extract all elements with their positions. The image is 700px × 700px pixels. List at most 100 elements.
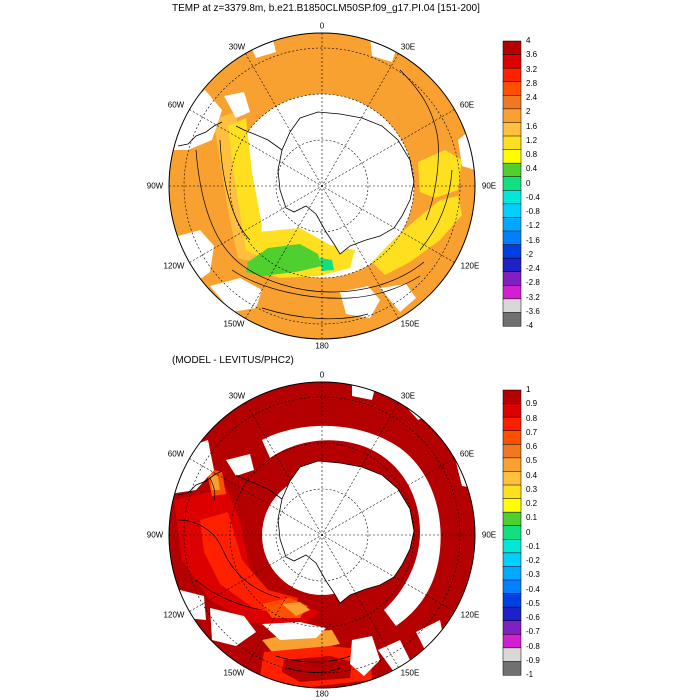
bottom-colorbar-tick-label: -0.5: [526, 598, 540, 608]
top-lon-label-150e: 150E: [400, 319, 420, 329]
top-colorbar-tick-label: -1.6: [526, 235, 540, 245]
top-colorbar-tick-label: 1.2: [526, 135, 538, 145]
top-colorbar-swatch: [502, 81, 522, 96]
bottom-colorbar-swatch: [502, 444, 522, 459]
top-lon-label-120e: 120E: [460, 261, 480, 271]
top-colorbar-tick-label: -0.8: [526, 207, 540, 216]
bottom-lon-label-150w: 150W: [223, 668, 245, 678]
bottom-lon-label-60e: 60E: [459, 449, 475, 459]
top-antarctica-coast: [277, 111, 415, 255]
bottom-colorbar-swatch: [502, 647, 522, 662]
bottom-colorbar-tick-label: 0.3: [526, 484, 538, 494]
top-colorbar-swatch: [502, 312, 522, 327]
bottom-colorbar-swatch: [502, 552, 522, 567]
bottom-lon-label-150e: 150E: [400, 668, 420, 678]
top-colorbar-swatch: [502, 298, 522, 313]
top-lon-label-90w: 90W: [146, 181, 164, 191]
top-colorbar-swatch: [502, 244, 522, 259]
bottom-colorbar-tick-label: -1: [526, 670, 534, 679]
bottom-lon-label-60w: 60W: [167, 449, 185, 459]
bottom-colorbar-swatch: [502, 579, 522, 595]
bottom-colorbar-swatch: [502, 620, 522, 635]
top-lon-label-0: 0: [319, 21, 325, 31]
top-colorbar-swatch: [502, 176, 522, 191]
top-colorbar-swatch: [502, 285, 522, 300]
top-lon-label-150w: 150W: [223, 319, 245, 329]
top-colorbar-swatch: [502, 135, 522, 151]
top-colorbar-tick-label: -3.6: [526, 306, 540, 316]
bottom-colorbar-tick-label: 0.5: [526, 456, 538, 466]
bottom-lon-label-30w: 30W: [228, 391, 246, 401]
top-map-border: [168, 32, 476, 340]
top-colorbar-swatch: [502, 149, 522, 164]
bottom-colorbar-swatch: [502, 511, 522, 527]
top-colorbar-tick-label: 2.8: [526, 78, 538, 88]
bottom-colorbar-swatch: [502, 416, 522, 432]
top-colorbar-tick-label: -2: [526, 249, 534, 259]
top-colorbar-tick-label: -3.2: [526, 292, 540, 302]
top-colorbar-tick-label: 3.6: [526, 50, 538, 60]
top-colorbar-swatch: [502, 203, 522, 218]
bottom-colorbar-swatch: [502, 403, 522, 418]
top-colorbar-tick-label: -4: [526, 321, 534, 330]
bottom-graticule: [169, 382, 475, 688]
top-colorbar-tick-label: 2.4: [526, 93, 538, 102]
bottom-lon-label-120e: 120E: [460, 610, 480, 620]
bottom-colorbar-tick-label: -0.8: [526, 641, 540, 651]
bottom-contours: [177, 477, 351, 673]
top-field-fill: [169, 33, 475, 339]
bottom-colorbar-swatch: [502, 389, 522, 405]
bottom-lon-label-180: 180: [315, 689, 329, 699]
top-lon-label-60e: 60E: [459, 100, 475, 110]
bottom-colorbar-swatch: [502, 498, 522, 513]
top-colorbar-swatch: [502, 162, 522, 178]
bottom-colorbar-tick-label: -0.2: [526, 556, 540, 565]
bottom-colorbar-tick-label: -0.6: [526, 613, 540, 622]
bottom-panel-title: (MODEL - LEVITUS/PHC2): [172, 355, 294, 366]
bottom-colorbar-tick-label: 0: [526, 527, 531, 537]
bottom-lon-label-0: 0: [319, 370, 325, 380]
top-lon-label-90e: 90E: [481, 181, 497, 191]
bottom-colorbar-tick-label: 0.9: [526, 399, 538, 409]
top-contours: [195, 69, 453, 320]
bottom-colorbar-tick-label: 0.4: [526, 470, 538, 480]
top-lon-label-60w: 60W: [167, 100, 185, 110]
bottom-colorbar-tick-label: 0.7: [526, 427, 538, 437]
top-colorbar-tick-label: 2: [526, 107, 531, 117]
top-lon-label-120w: 120W: [163, 261, 185, 271]
top-colorbar-tick-label: -2.4: [526, 264, 540, 273]
bottom-lon-label-120w: 120W: [163, 610, 185, 620]
top-lon-label-180: 180: [315, 341, 329, 351]
top-colorbar-swatch: [502, 54, 522, 69]
bottom-colorbar-tick-label: -0.7: [526, 627, 540, 637]
top-colorbar-swatch: [502, 230, 522, 246]
bottom-colorbar-swatch: [502, 525, 522, 540]
top-colorbar-tick-label: 3.2: [526, 64, 538, 74]
bottom-colorbar-tick-label: 0.1: [526, 513, 538, 523]
top-polar-map: [168, 32, 476, 340]
top-colorbar-swatch: [502, 67, 522, 83]
bottom-colorbar-tick-label: 0.6: [526, 442, 538, 451]
top-colorbar-tick-label: 1.6: [526, 121, 538, 131]
bottom-colorbar-swatch: [502, 593, 522, 608]
bottom-colorbar-tick-label: 0.2: [526, 499, 538, 508]
top-colorbar-tick-label: 4: [526, 36, 531, 45]
top-colorbar-swatch: [502, 122, 522, 137]
bottom-colorbar-tick-label: -0.1: [526, 541, 540, 551]
bottom-colorbar-swatch: [502, 634, 522, 649]
top-colorbar-tick-label: -1.2: [526, 221, 540, 231]
top-colorbar-swatch: [502, 190, 522, 205]
bottom-colorbar-tick-label: -0.4: [526, 584, 540, 594]
bottom-colorbar-tick-label: 0.8: [526, 413, 538, 423]
bottom-colorbar-swatch: [502, 457, 522, 472]
bottom-colorbar-swatch: [502, 661, 522, 676]
top-lon-label-30w: 30W: [228, 42, 246, 52]
bottom-colorbar-tick-label: -0.3: [526, 570, 540, 580]
top-colorbar-tick-label: -0.4: [526, 192, 540, 202]
bottom-map-border: [168, 381, 476, 689]
bottom-colorbar-swatch: [502, 484, 522, 500]
top-colorbar-tick-label: 0: [526, 178, 531, 188]
top-colorbar-swatch: [502, 271, 522, 286]
bottom-colorbar-swatch: [502, 430, 522, 445]
